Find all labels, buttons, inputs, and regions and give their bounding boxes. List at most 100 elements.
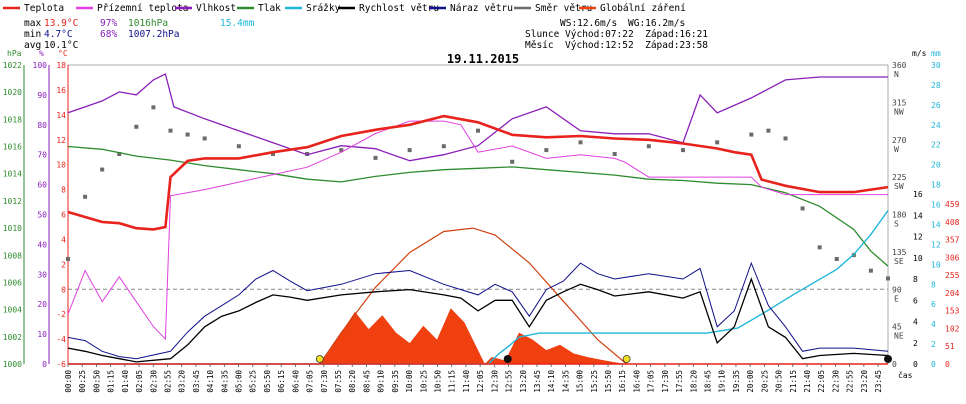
wind-dir-tick: 360: [892, 61, 907, 70]
wind-dir-point: [715, 140, 720, 145]
humidity-axis-tick: 50: [37, 211, 47, 220]
series-humidity: [67, 73, 888, 162]
series-ground-temperature: [67, 120, 888, 341]
pressure-axis: 1022 1020 1018 1016 1014 1012 1010 1008 1006 1004…: [3, 61, 25, 369]
wind-dir-label: NW: [894, 107, 904, 116]
rain-axis-tick: 10: [931, 260, 941, 269]
x-tick-label: 18:45: [704, 370, 713, 393]
wind-dir-label: W: [894, 145, 899, 154]
series-theoretical-radiation: [319, 227, 627, 365]
info-ws: WS:12.6m/s: [560, 18, 617, 29]
sun-marker: [622, 355, 631, 363]
humidity-axis-tick: 90: [37, 91, 47, 100]
rain-axis-tick: 22: [931, 141, 941, 150]
wind-dir-tick: 315: [892, 98, 907, 107]
x-tick-label: 10:00: [405, 370, 414, 393]
x-tick-label: 22:55: [846, 370, 855, 393]
wind-dir-label: N: [894, 70, 899, 79]
x-tick-label: 11:15: [448, 370, 457, 393]
wind-dir-point: [441, 144, 446, 149]
radiation-tick: 204: [945, 289, 960, 298]
wind-dir-point: [151, 105, 156, 110]
temperature-axis-tick: 2: [61, 260, 66, 269]
legend-item: Globální záření: [579, 3, 686, 14]
x-tick-label: 18:20: [689, 370, 698, 393]
x-tick-label: 09:35: [391, 370, 400, 393]
wind-speed-tick: 8: [913, 275, 918, 284]
humidity-axis-tick: 30: [37, 270, 47, 279]
x-tick-label: 02:30: [149, 370, 158, 393]
wind-dir-point: [749, 132, 754, 137]
wind-dir-tick: 0: [892, 360, 897, 369]
rain-axis-tick: 16: [931, 201, 941, 210]
axis-unit-mm: mm: [931, 49, 941, 58]
stats-max-label: max: [24, 18, 41, 29]
x-tick-label: 13:45: [533, 370, 542, 393]
wind-dir-point: [834, 257, 839, 261]
wind-dir-tick: 45: [892, 323, 902, 332]
humidity-axis-tick: 60: [37, 181, 47, 190]
axis-unit-hpa: hPa: [7, 49, 22, 58]
x-tick-label: 01:15: [107, 370, 116, 393]
axis-unit-temp: °C: [58, 49, 68, 58]
wind-dir-point: [100, 167, 105, 172]
stats-min-press: 1007.2hPa: [128, 29, 179, 40]
legend-item: Rychlost větru: [338, 3, 439, 14]
moon-marker: [884, 355, 892, 363]
rain-axis-tick: 12: [931, 240, 941, 249]
x-tick-label: 07:55: [334, 370, 343, 393]
humidity-axis-tick: 100: [33, 61, 48, 70]
humidity-axis-tick: 70: [37, 151, 47, 160]
wind-dir-point: [868, 268, 873, 273]
x-tick-label: 15:50: [604, 370, 613, 393]
wind-speed-tick: 4: [913, 318, 918, 327]
x-tick-label: 17:05: [647, 370, 656, 393]
x-tick-label: 16:40: [632, 370, 641, 393]
x-tick-label: 15:00: [576, 370, 585, 393]
wind-dir-point: [185, 132, 190, 137]
wind-dir-label: E: [894, 294, 899, 303]
x-tick-label: 23:20: [860, 370, 869, 393]
legend-item: Teplota: [3, 3, 64, 14]
radiation-tick: 408: [945, 218, 960, 227]
wind-dir-point: [236, 144, 241, 149]
x-tick-label: 07:30: [320, 370, 329, 393]
radiation-tick: 0: [945, 360, 950, 369]
x-axis: 00:00 00:25 00:50 01:15 01:40 02:05 02:30 02:55…: [64, 363, 913, 393]
rain-axis-tick: 30: [931, 61, 941, 70]
temperature-axis-tick: 8: [61, 186, 66, 195]
x-tick-label: 20:50: [775, 370, 784, 393]
pressure-axis-tick: 1002: [3, 333, 22, 342]
x-tick-label: 04:35: [220, 370, 229, 393]
stats-min-label: min: [24, 29, 41, 40]
axis-unit-pct: %: [39, 49, 44, 58]
stats-avg-temp: 10.1°C: [44, 40, 78, 51]
temperature-axis-tick: -4: [56, 335, 66, 344]
legend-label: Rychlost větru: [359, 3, 439, 14]
temperature-axis-tick: -2: [56, 310, 66, 319]
pressure-axis-tick: 1004: [3, 306, 22, 315]
x-tick-label: 10:50: [433, 370, 442, 393]
wind-dir-point: [646, 144, 651, 149]
series-pressure: [67, 145, 889, 267]
pressure-axis-tick: 1008: [3, 251, 22, 260]
x-tick-label: 17:55: [675, 370, 684, 393]
rain-axis-tick: 14: [931, 220, 941, 229]
rain-axis-tick: 0: [931, 360, 936, 369]
x-tick-label: 05:25: [249, 370, 258, 393]
wind-speed-tick: 10: [913, 254, 923, 263]
x-tick-label: 03:20: [178, 370, 187, 393]
legend-label: Vlhkost: [196, 3, 236, 14]
humidity-axis-tick: 80: [37, 121, 47, 130]
humidity-axis-tick: 0: [42, 360, 47, 369]
pressure-axis-tick: 1016: [3, 143, 22, 152]
series-wind-gust: [67, 261, 889, 360]
x-tick-label: 21:40: [803, 370, 812, 393]
legend-item: Náraz větru: [429, 3, 513, 14]
stats-max-hum: 97%: [100, 18, 117, 29]
radiation-tick: 153: [945, 307, 960, 316]
wind-dir-point: [578, 140, 583, 145]
wind-dir-point: [271, 152, 275, 156]
x-tick-label: 05:50: [263, 370, 272, 393]
